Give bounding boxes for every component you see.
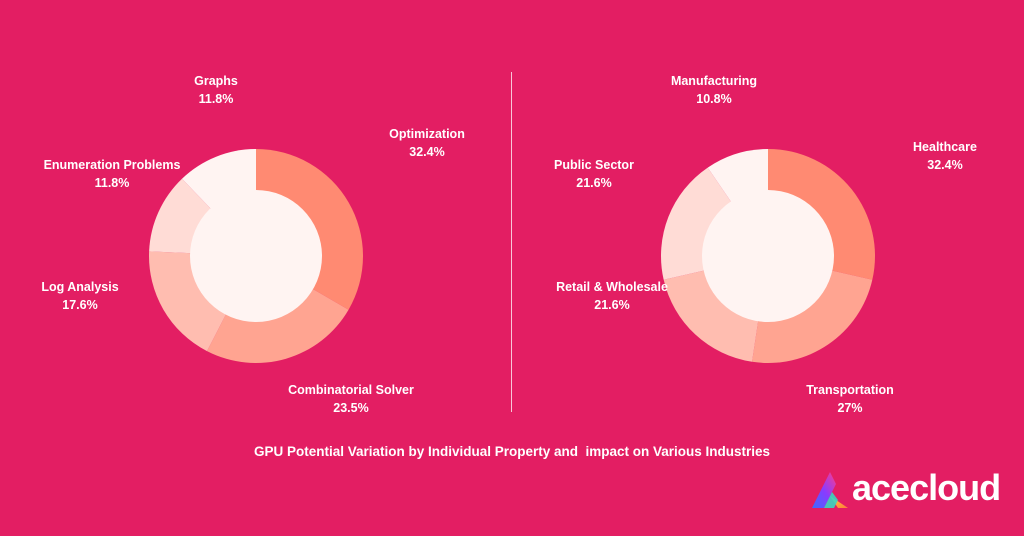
value-transportation: 27% [837,401,862,415]
chart-divider [511,72,512,412]
value-log-analysis: 17.6% [62,298,97,312]
donut-hole [702,190,834,322]
donut-hole [190,190,322,322]
value-public-sector: 21.6% [576,176,611,190]
brand-mark-icon [812,472,848,508]
label-optimization: Optimization [389,127,465,141]
figure-caption: GPU Potential Variation by Individual Pr… [253,444,771,459]
donut-chart-2: Healthcare 32.4% Transportation 27% Retail &… [554,74,977,415]
label-enumeration-problems: Enumeration Problems [44,158,181,172]
value-enumeration-problems: 11.8% [95,176,130,190]
label-transportation: Transportation [806,383,894,397]
value-graphs: 11.8% [199,92,234,106]
donut-chart-1: Optimization 32.4% Combinatorial Solver 23.… [41,74,465,415]
label-graphs: Graphs [194,74,238,88]
value-combinatorial-solver: 23.5% [333,401,368,415]
label-log-analysis: Log Analysis [41,280,118,294]
brand-logo: acecloud [808,466,1008,514]
label-manufacturing: Manufacturing [671,74,757,88]
label-retail-and-wholesale: Retail & Wholesale [556,280,668,294]
value-optimization: 32.4% [409,145,444,159]
value-retail-and-wholesale: 21.6% [594,298,629,312]
label-public-sector: Public Sector [554,158,634,172]
value-manufacturing: 10.8% [696,92,731,106]
brand-name: acecloud [852,467,1001,508]
label-combinatorial-solver: Combinatorial Solver [288,383,414,397]
label-healthcare: Healthcare [913,140,977,154]
value-healthcare: 32.4% [927,158,962,172]
